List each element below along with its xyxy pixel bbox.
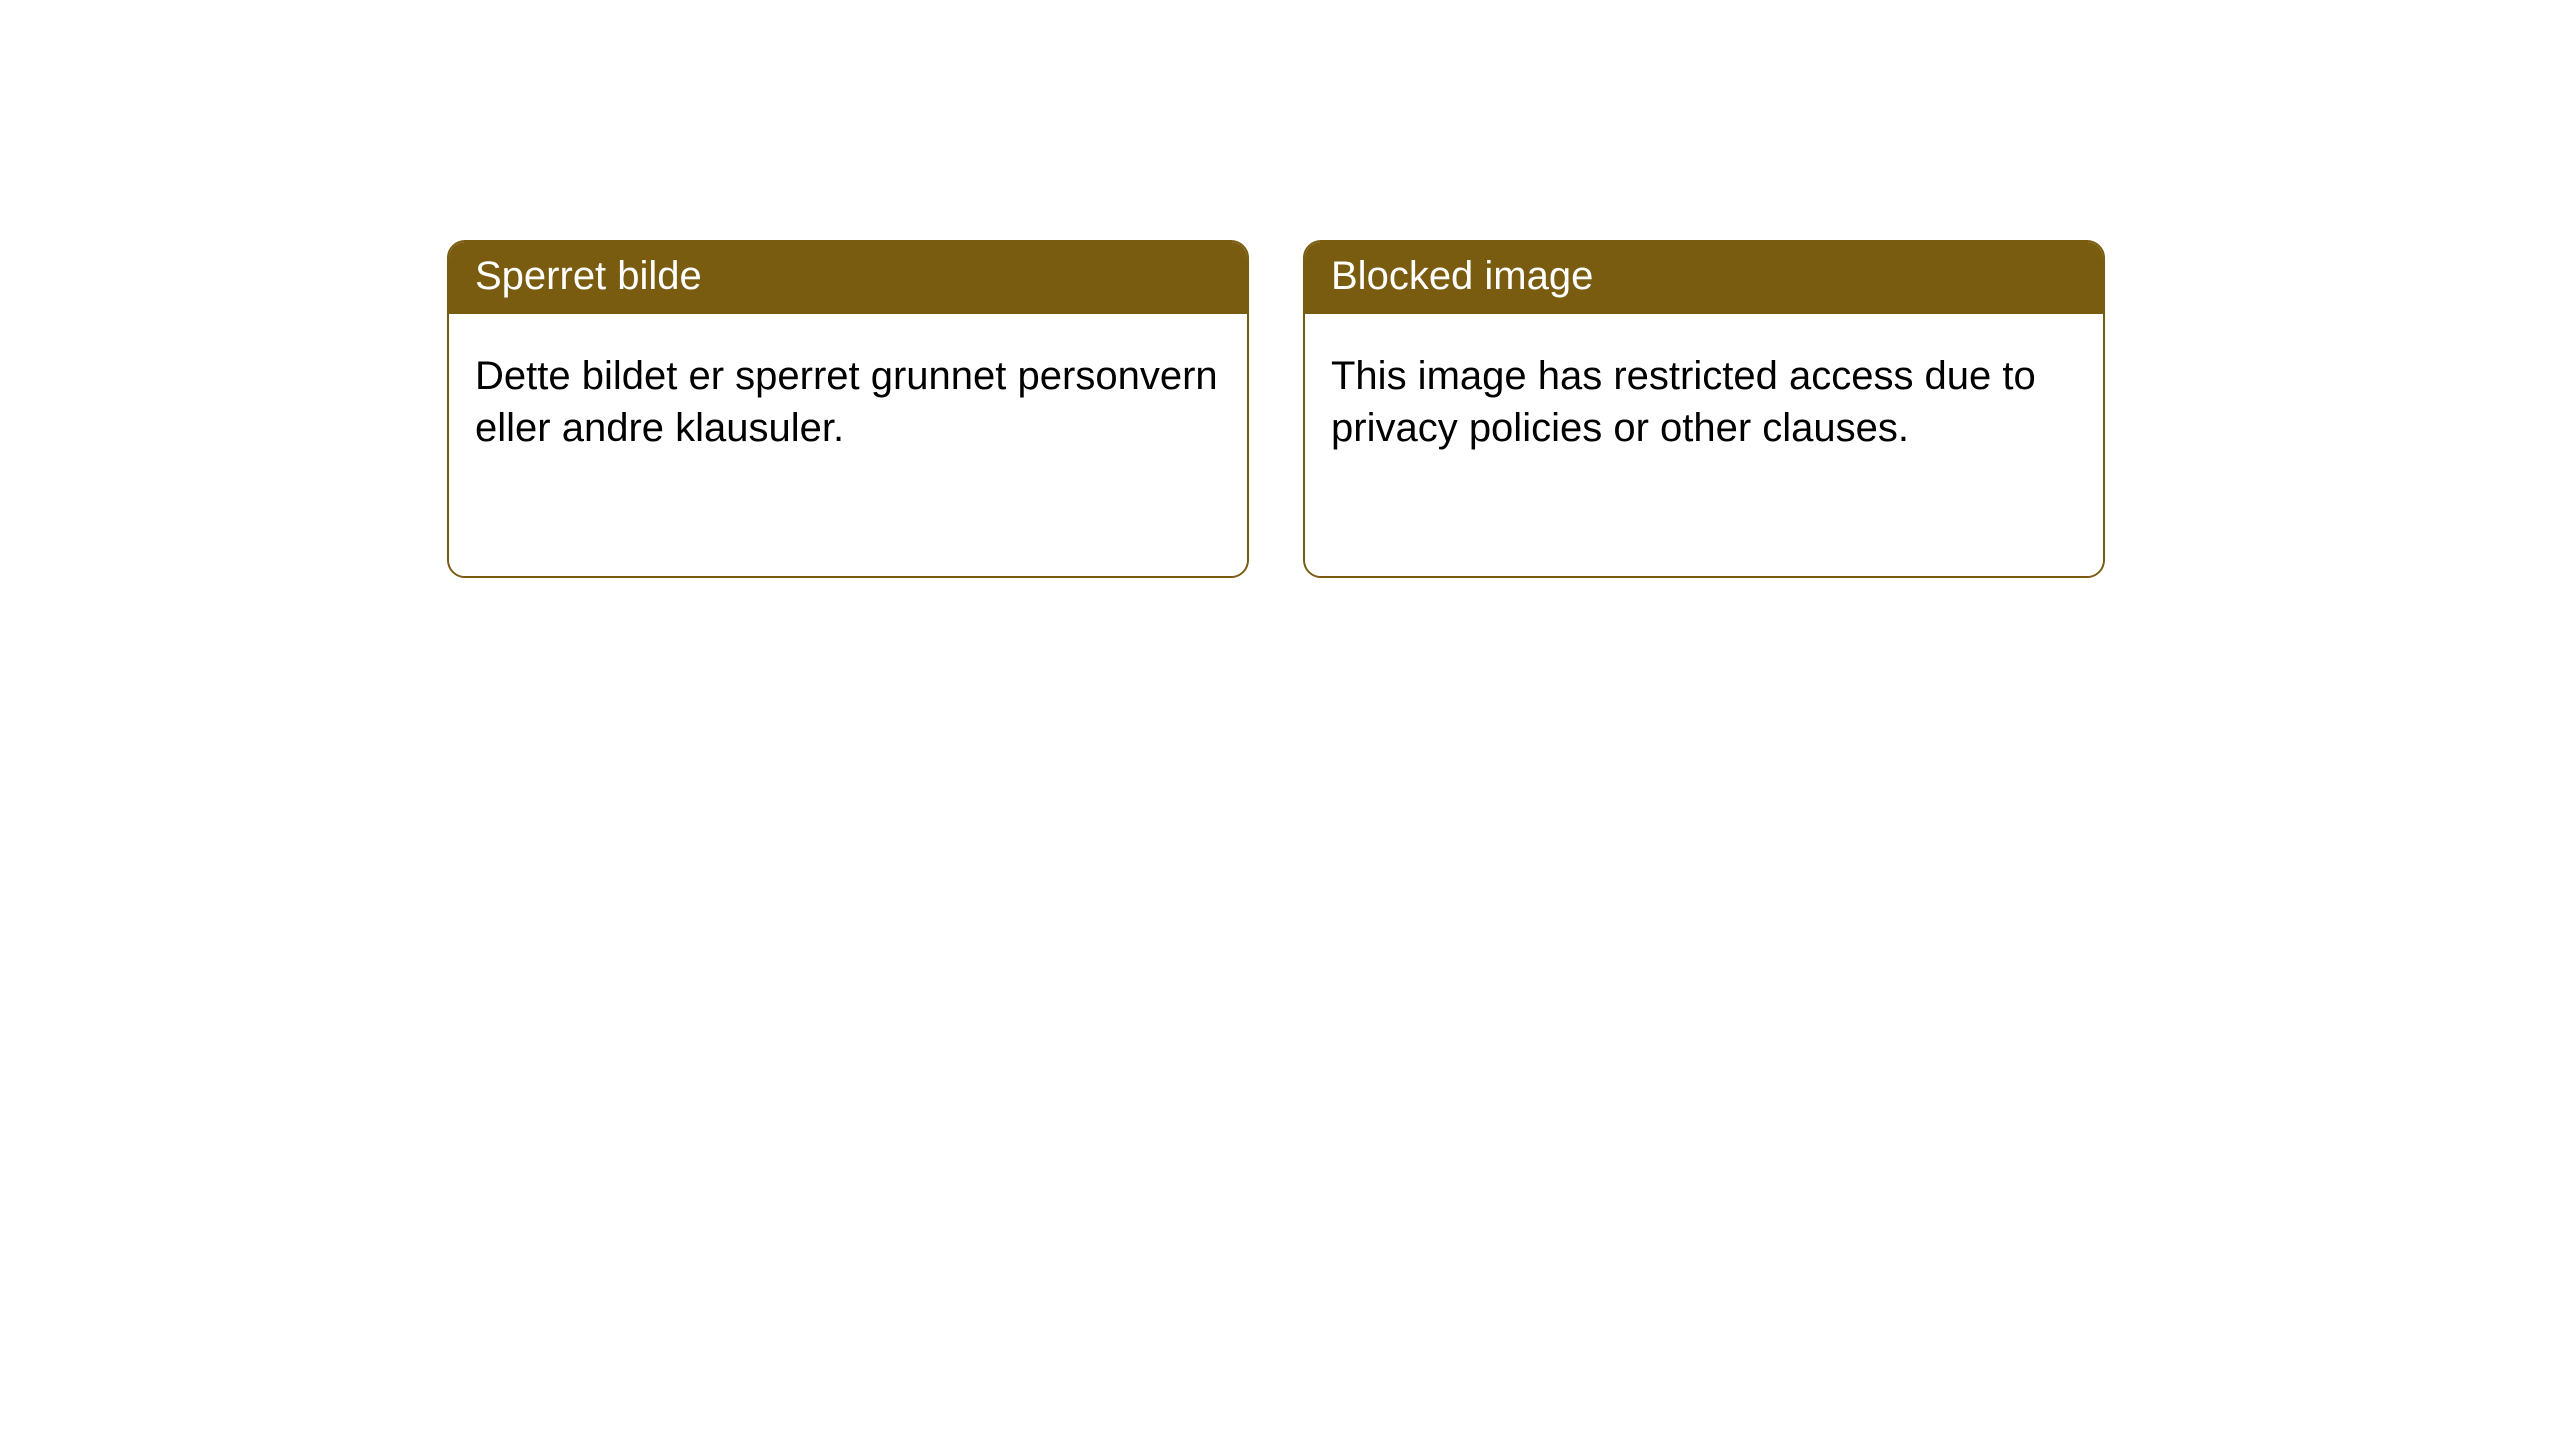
card-title: Blocked image (1331, 254, 1593, 298)
card-message: This image has restricted access due to … (1331, 354, 2036, 450)
notice-cards-container: Sperret bilde Dette bildet er sperret gr… (447, 240, 2105, 578)
notice-card-norwegian: Sperret bilde Dette bildet er sperret gr… (447, 240, 1249, 578)
card-body: This image has restricted access due to … (1305, 314, 2103, 576)
card-header: Sperret bilde (449, 242, 1247, 314)
card-header: Blocked image (1305, 242, 2103, 314)
card-body: Dette bildet er sperret grunnet personve… (449, 314, 1247, 576)
notice-card-english: Blocked image This image has restricted … (1303, 240, 2105, 578)
card-title: Sperret bilde (475, 254, 702, 298)
card-message: Dette bildet er sperret grunnet personve… (475, 354, 1218, 450)
